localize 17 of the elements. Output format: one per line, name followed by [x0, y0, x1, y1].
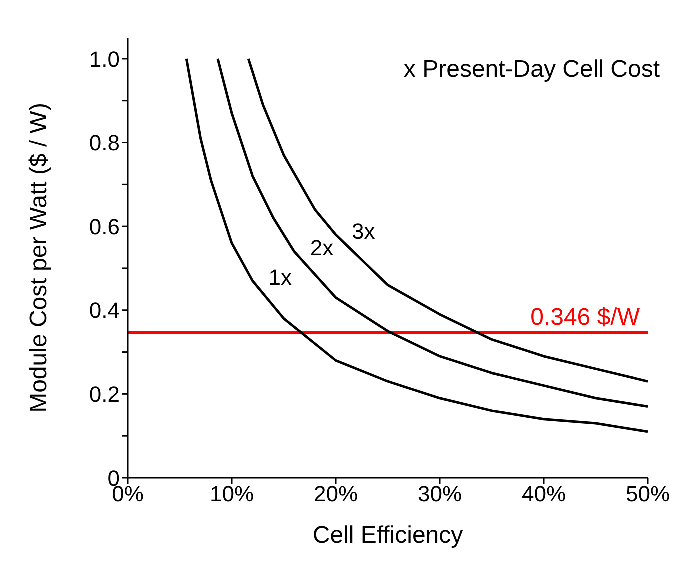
series-label: 1x	[268, 265, 292, 290]
x-tick-label: 10%	[210, 482, 254, 507]
y-tick-label: 0.6	[89, 214, 120, 240]
annotation: x Present-Day Cell Cost	[404, 56, 660, 84]
y-tick-label: 1.0	[89, 46, 120, 72]
x-tick-label: 40%	[522, 482, 566, 507]
y-axis-title: Module Cost per Watt ($ / W)	[26, 103, 53, 413]
series-label: 2x	[310, 236, 334, 261]
series-label: 3x	[352, 218, 376, 244]
x-tick-label: 30%	[418, 482, 462, 507]
ref-line-label: 0.346 $/W	[530, 304, 640, 332]
y-tick-label: 0.2	[89, 382, 120, 407]
x-tick-label: 50%	[626, 482, 670, 507]
y-tick-label: 0.8	[89, 130, 120, 156]
x-axis-title: Cell Efficiency	[312, 522, 464, 549]
y-tick-label: 0.4	[89, 298, 120, 324]
x-tick-label: 20%	[314, 482, 358, 507]
